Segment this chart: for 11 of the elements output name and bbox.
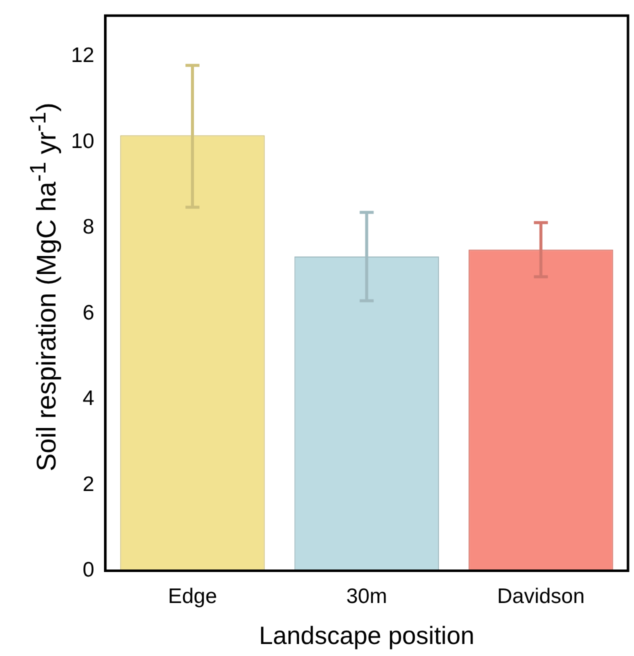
y-tick-label: 2 <box>82 472 94 496</box>
y-tick-label: 4 <box>82 387 95 410</box>
x-axis-title: Landscape position <box>258 622 474 650</box>
y-tick-label: 10 <box>71 130 94 153</box>
x-tick-label: 30m <box>346 585 388 608</box>
y-tick-label: 6 <box>82 301 94 324</box>
y-tick-label: 8 <box>82 216 94 239</box>
x-tick-label: Davidson <box>497 585 585 608</box>
y-tick-label: 0 <box>82 558 94 582</box>
x-tick-label: Edge <box>168 585 217 608</box>
y-tick-label: 12 <box>71 44 94 68</box>
